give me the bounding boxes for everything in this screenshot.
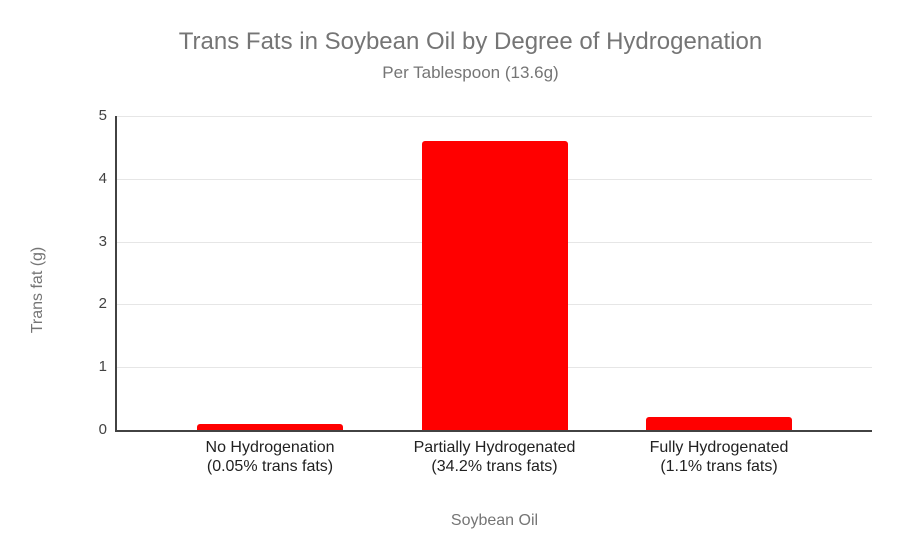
category-percentage: (34.2% trans fats) (431, 458, 558, 475)
category-label-2: Fully Hydrogenated (1.1% trans fats) (604, 438, 834, 476)
category-name: Fully Hydrogenated (649, 439, 789, 456)
bar-2 (646, 417, 792, 430)
bar-1 (421, 141, 568, 430)
y-tick-label: 2 (98, 295, 107, 312)
chart-subtitle: Per Tablespoon (13.6g) (382, 63, 559, 82)
y-tick-label: 4 (98, 170, 107, 187)
y-tick-label: 3 (98, 233, 107, 250)
chart-title: Trans Fats in Soybean Oil by Degree of H… (178, 28, 763, 55)
category-label-1: Partially Hydrogenated (34.2% trans fats) (380, 438, 610, 476)
y-axis-line (115, 116, 117, 432)
y-tick-label: 0 (98, 421, 107, 438)
chart-title-block: Trans Fats in Soybean Oil by Degree of H… (22, 28, 897, 83)
x-axis-line (115, 430, 872, 432)
y-tick-label: 5 (98, 107, 107, 124)
category-percentage: (1.1% trans fats) (660, 458, 778, 475)
x-axis-title: Soybean Oil (450, 512, 539, 529)
gridline (117, 116, 872, 117)
bar-0 (197, 423, 343, 430)
y-tick-label: 1 (98, 358, 107, 375)
category-name: Partially Hydrogenated (413, 439, 576, 456)
category-label-0: No Hydrogenation (0.05% trans fats) (155, 438, 385, 476)
y-axis-title: Trans fat (g) (29, 246, 46, 334)
category-name: No Hydrogenation (205, 439, 335, 456)
category-percentage: (0.05% trans fats) (206, 458, 334, 475)
